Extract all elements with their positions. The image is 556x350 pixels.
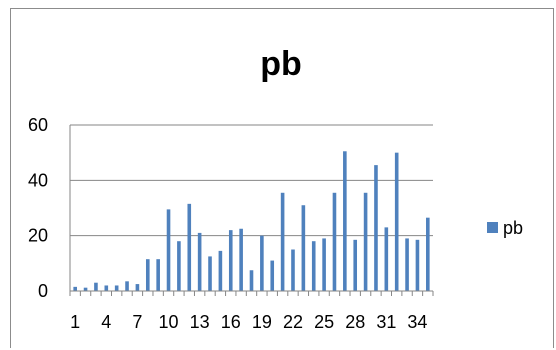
bar-19: [260, 235, 264, 291]
bar-9: [156, 259, 160, 291]
bar-21: [280, 192, 285, 291]
chart-title: pb: [260, 45, 302, 83]
gridlines: [70, 124, 433, 237]
legend-swatch-pb: [487, 222, 498, 233]
y-tick-labels: 0 20 40 60: [28, 115, 48, 301]
x-tick-label: 10: [159, 312, 179, 332]
bar-23: [301, 205, 306, 291]
y-tick-label: 20: [28, 226, 48, 246]
bar-5: [114, 285, 119, 291]
bar-10: [166, 209, 171, 291]
bar-22: [291, 249, 295, 291]
bar-1: [73, 286, 77, 291]
bar-14: [208, 256, 212, 291]
bar-31: [384, 227, 389, 291]
x-tick-labels: 1 4 7 10 13 16 19 22 25 28 31 34: [70, 312, 427, 332]
y-tick-label: 40: [28, 170, 48, 190]
x-tick-label: 7: [132, 312, 142, 332]
bar-35: [426, 217, 430, 291]
bar-4: [104, 285, 109, 291]
bar-25: [322, 238, 326, 291]
bar-20: [270, 260, 275, 291]
legend-label-pb: pb: [503, 218, 523, 238]
bar-18: [249, 270, 254, 291]
bar-11: [177, 241, 181, 291]
x-tick-label: 1: [70, 312, 80, 332]
x-tick-label: 19: [252, 312, 272, 332]
bar-29: [363, 192, 368, 291]
bar-16: [228, 230, 233, 291]
y-tick-label: 0: [38, 281, 48, 301]
x-tick-label: 34: [407, 312, 427, 332]
x-tick-label: 16: [221, 312, 241, 332]
x-tick-label: 22: [283, 312, 303, 332]
bar-17: [239, 228, 243, 291]
x-tick-label: 28: [345, 312, 365, 332]
bar-2: [83, 287, 88, 291]
bar-33: [405, 238, 409, 291]
bars: [73, 151, 430, 291]
bar-3: [94, 282, 98, 291]
x-tick-label: 31: [376, 312, 396, 332]
bar-12: [187, 203, 192, 291]
x-tick-label: 25: [314, 312, 334, 332]
y-tick-label: 60: [28, 115, 48, 135]
legend: pb: [487, 218, 523, 238]
x-tick-label: 4: [101, 312, 111, 332]
bar-13: [197, 232, 202, 291]
bar-24: [311, 241, 316, 291]
bar-27: [343, 151, 347, 291]
bar-26: [332, 192, 337, 291]
x-tick-label: 13: [190, 312, 210, 332]
axes: [69, 125, 434, 296]
bar-6: [125, 281, 129, 291]
bar-34: [415, 239, 420, 291]
bar-32: [394, 152, 399, 291]
bar-8: [145, 259, 150, 291]
bar-30: [374, 165, 378, 291]
bar-7: [135, 284, 140, 291]
bar-15: [218, 250, 223, 291]
bar-28: [353, 239, 358, 291]
